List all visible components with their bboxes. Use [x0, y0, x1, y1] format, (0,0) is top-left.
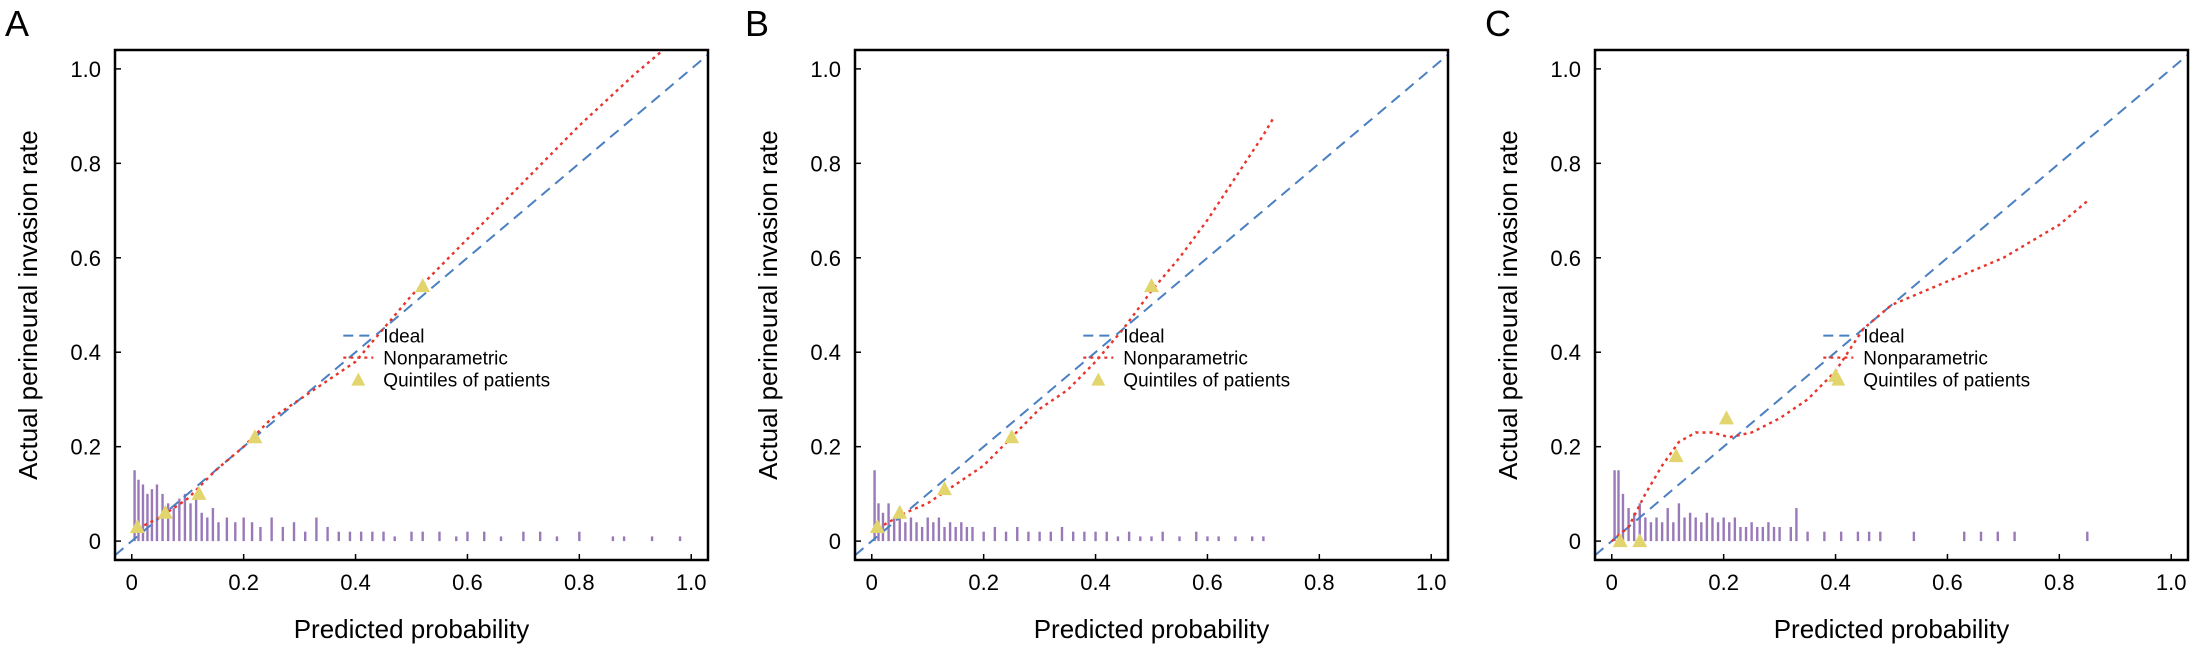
plot-area [115, 50, 708, 557]
y-tick-label: 0.8 [1550, 151, 1581, 176]
legend-nonparametric-label: Nonparametric [383, 349, 508, 370]
legend-quintiles-label: Quintiles of patients [1863, 371, 2030, 392]
y-tick-label: 0 [829, 529, 841, 554]
legend-quintiles-swatch [351, 372, 366, 386]
x-tick-label: 1.0 [2156, 570, 2187, 595]
ideal-line [855, 53, 1448, 557]
panel-c: C 0 0.2 0.4 0.6 0.8 1.0 0 0.2 0.4 0.6 0.8 1.0 Predict… [1485, 3, 2190, 644]
x-tick-label: 0.6 [1932, 570, 1963, 595]
quintile-point [869, 518, 885, 533]
x-axis-title: Predicted probability [294, 614, 530, 644]
x-tick-label: 0.8 [1304, 570, 1335, 595]
y-tick-label: 0.8 [70, 151, 101, 176]
nonparametric-curve [871, 115, 1276, 533]
legend-quintiles-label: Quintiles of patients [1123, 371, 1290, 392]
quintile-point [247, 429, 263, 444]
ideal-line [1595, 53, 2188, 557]
quintile-point [1144, 278, 1159, 293]
quintile-point [191, 485, 207, 500]
plot-area [855, 53, 1448, 557]
legend-nonparametric-label: Nonparametric [1863, 349, 1988, 370]
y-tick-label: 1.0 [70, 57, 101, 82]
quintile-point [157, 504, 173, 519]
quintile-point [1612, 533, 1628, 548]
quintile-point [1718, 410, 1734, 425]
y-tick-label: 0.2 [1550, 435, 1581, 460]
y-tick-label: 0.2 [70, 435, 101, 460]
nonparametric-curve [1611, 200, 2089, 543]
legend-ideal-label: Ideal [1123, 327, 1164, 348]
quintile-point [1632, 533, 1648, 548]
y-tick-label: 0 [1569, 529, 1581, 554]
panel-a: A 0 0.2 0.4 0.6 0.8 1.0 0 0.2 0.4 0.6 0.8 1.0 Predict… [5, 3, 710, 644]
nonparametric-curve [131, 50, 665, 533]
plot-area [1595, 53, 2188, 557]
legend-ideal-label: Ideal [383, 327, 424, 348]
y-tick-label: 0 [89, 529, 101, 554]
y-tick-label: 0.4 [70, 340, 101, 365]
legend-quintiles-label: Quintiles of patients [383, 371, 550, 392]
y-tick-label: 0.4 [810, 340, 841, 365]
y-axis-title: Actual perineural invasion rate [753, 130, 783, 480]
x-tick-label: 0.2 [968, 570, 999, 595]
x-tick-label: 0.4 [340, 570, 371, 595]
y-tick-label: 1.0 [810, 57, 841, 82]
quintile-point [1668, 448, 1684, 463]
x-axis-title: Predicted probability [1034, 614, 1270, 644]
y-tick-label: 0.4 [1550, 340, 1581, 365]
y-tick-label: 0.6 [810, 246, 841, 271]
panel-letter: A [5, 3, 29, 44]
x-tick-label: 0.6 [1192, 570, 1223, 595]
x-tick-label: 0.2 [228, 570, 259, 595]
quintile-point [415, 278, 431, 293]
panel-b: B 0 0.2 0.4 0.6 0.8 1.0 0 0.2 0.4 0.6 0.8 1.0 Predict… [745, 3, 1450, 644]
y-axis-title: Actual perineural invasion rate [1493, 130, 1523, 480]
x-tick-label: 0 [866, 570, 878, 595]
y-tick-label: 0.8 [810, 151, 841, 176]
x-tick-label: 1.0 [1416, 570, 1447, 595]
x-tick-label: 0.4 [1820, 570, 1851, 595]
x-tick-label: 0 [1606, 570, 1618, 595]
quintile-point [937, 481, 953, 496]
x-tick-label: 1.0 [676, 570, 707, 595]
y-tick-label: 0.6 [1550, 246, 1581, 271]
x-axis-title: Predicted probability [1774, 614, 2010, 644]
panel-letter: C [1485, 3, 1511, 44]
ideal-line [115, 53, 708, 557]
legend-quintiles-swatch [1831, 372, 1846, 386]
legend-nonparametric-label: Nonparametric [1123, 349, 1248, 370]
legend-ideal-label: Ideal [1863, 327, 1904, 348]
legend-quintiles-swatch [1091, 372, 1106, 386]
quintile-point [1004, 429, 1020, 444]
plot-frame [1593, 48, 2190, 562]
x-tick-label: 0.8 [564, 570, 595, 595]
quintile-point [892, 504, 908, 519]
y-tick-label: 1.0 [1550, 57, 1581, 82]
y-tick-label: 0.6 [70, 246, 101, 271]
x-tick-label: 0.6 [452, 570, 483, 595]
x-tick-label: 0.2 [1708, 570, 1739, 595]
plot-frame [113, 48, 710, 562]
y-axis-title: Actual perineural invasion rate [13, 130, 43, 480]
panel-letter: B [745, 3, 769, 44]
x-tick-label: 0 [126, 570, 138, 595]
plot-frame [853, 48, 1450, 562]
quintile-point [129, 518, 145, 533]
x-tick-label: 0.8 [2044, 570, 2075, 595]
y-tick-label: 0.2 [810, 435, 841, 460]
x-tick-label: 0.4 [1080, 570, 1111, 595]
